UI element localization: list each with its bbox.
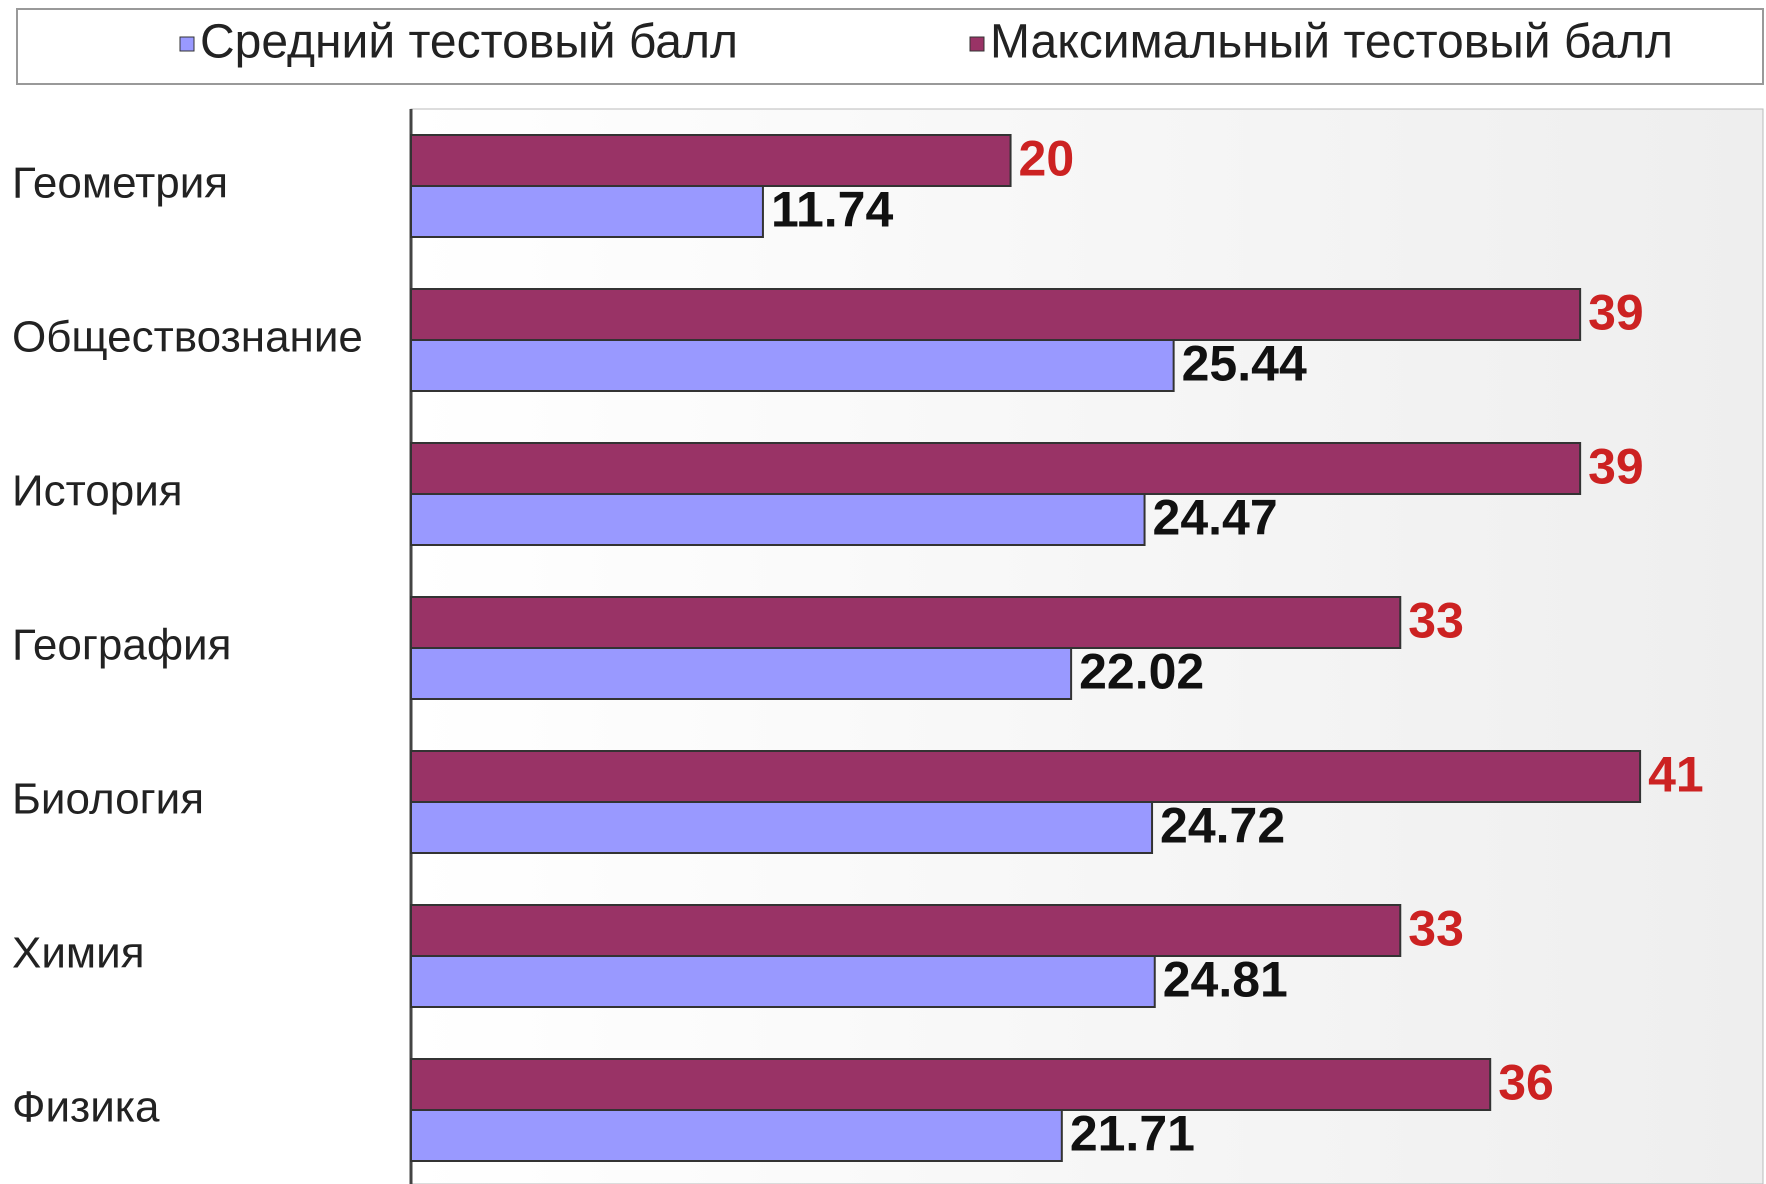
value-label: 33	[1408, 901, 1464, 957]
category-label: Биология	[12, 775, 204, 824]
category-label: Обществознание	[12, 313, 363, 362]
bar	[410, 750, 1642, 803]
bar	[410, 288, 1582, 341]
value-label: 39	[1588, 439, 1644, 495]
value-label: 24.72	[1160, 798, 1285, 854]
value-label: 22.02	[1079, 644, 1204, 700]
legend-box	[16, 8, 1764, 85]
bar	[410, 1058, 1492, 1111]
bar	[410, 339, 1175, 392]
value-label: 24.81	[1163, 952, 1288, 1008]
bar	[410, 493, 1146, 546]
value-label: 11.74	[771, 182, 894, 238]
bar	[410, 442, 1582, 495]
bar	[410, 955, 1156, 1008]
bar	[410, 647, 1073, 700]
value-label: 33	[1408, 593, 1464, 649]
value-label: 20	[1019, 131, 1075, 187]
value-label: 36	[1498, 1055, 1554, 1111]
category-label: Химия	[12, 929, 145, 978]
bar	[410, 801, 1154, 854]
legend-swatch	[969, 36, 985, 52]
value-label: 39	[1588, 285, 1644, 341]
legend-swatch	[179, 36, 195, 52]
value-label: 25.44	[1182, 336, 1307, 392]
bar	[410, 185, 764, 238]
value-label: 41	[1648, 747, 1704, 803]
bar	[410, 1109, 1063, 1162]
value-label: 24.47	[1153, 490, 1278, 546]
category-label: География	[12, 621, 231, 670]
bar	[410, 904, 1402, 957]
category-label: Физика	[12, 1083, 160, 1132]
category-label: Геометрия	[12, 159, 228, 208]
bar	[410, 596, 1402, 649]
legend-label: Максимальный тестовый балл	[990, 16, 1673, 69]
bar	[410, 134, 1012, 187]
value-label: 21.71	[1070, 1106, 1195, 1162]
category-label: История	[12, 467, 183, 516]
legend-label: Средний тестовый балл	[200, 16, 738, 69]
